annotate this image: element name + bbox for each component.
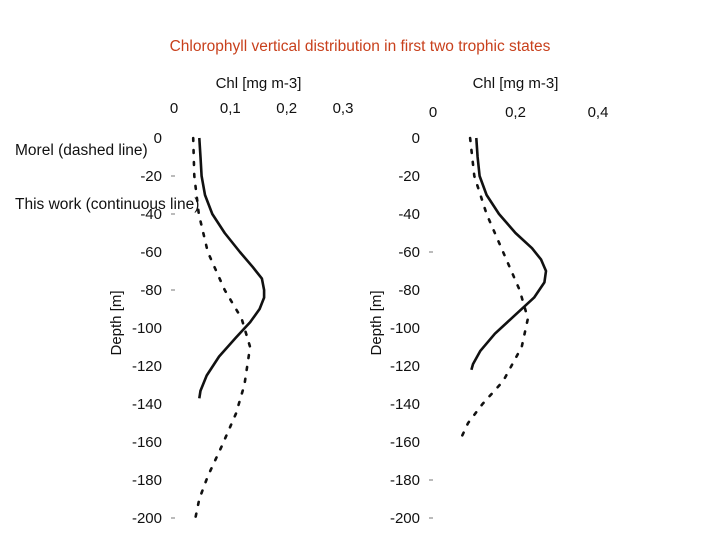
chart1-y-tick-label: -100 (132, 320, 162, 337)
chart2-y-tick-label: -100 (390, 320, 420, 337)
chart1-y-tick-label: -180 (132, 472, 162, 489)
chart2-x-tick-label: 0,4 (588, 104, 609, 121)
chart-title: Chlorophyll vertical distribution in fir… (169, 38, 551, 55)
chart2-y-tick-label: -180 (390, 472, 420, 489)
chart2-y-tick-label: -40 (398, 206, 420, 223)
chart1-y-tick-label: -60 (140, 244, 162, 261)
legend-morel: Morel (dashed line) (15, 142, 148, 159)
chart2-x-axis-label: Chl [mg m-3] (473, 75, 559, 92)
chart2-x-tick-label: 0 (429, 104, 437, 121)
chart1-y-tick-label: -140 (132, 396, 162, 413)
chart2-y-tick-label: 0 (412, 130, 420, 147)
chart1-x-tick-label: 0,3 (333, 100, 354, 117)
legend-this-work: This work (continuous line) (15, 196, 200, 213)
chart1-y-axis-label: Depth [m] (108, 290, 125, 355)
chart1-y-tick-label: -40 (140, 206, 162, 223)
chart1-x-tick-label: 0,2 (276, 100, 297, 117)
chart1-y-tick-label: -160 (132, 434, 162, 451)
chart1-y-tick-label: -120 (132, 358, 162, 375)
chart1-series-morel (191, 136, 252, 520)
chart1-x-axis-label: Chl [mg m-3] (216, 75, 302, 92)
chart1-x-tick-label: 0,1 (220, 100, 241, 117)
chart2-y-tick-label: -140 (390, 396, 420, 413)
chart2-y-tick-label: -160 (390, 434, 420, 451)
chart1-y-tick-label: 0 (154, 130, 162, 147)
chart1-x-tick-label: 0 (170, 100, 178, 117)
chart2-y-tick-label: -20 (398, 168, 420, 185)
chart1-series-this-work (198, 137, 266, 399)
chart2-y-tick-label: -120 (390, 358, 420, 375)
chart2-y-tick-label: -200 (390, 510, 420, 527)
chart2-y-tick-label: -60 (398, 244, 420, 261)
chart2-series-morel (460, 136, 530, 438)
chart2-y-axis-label: Depth [m] (368, 290, 385, 355)
chart1-y-tick-label: -80 (140, 282, 162, 299)
chart2-x-tick-label: 0,2 (505, 104, 526, 121)
chart2-series-this-work (470, 137, 548, 371)
chart1-y-tick-label: -20 (140, 168, 162, 185)
chart1-y-tick-label: -200 (132, 510, 162, 527)
chart2-y-tick-label: -80 (398, 282, 420, 299)
